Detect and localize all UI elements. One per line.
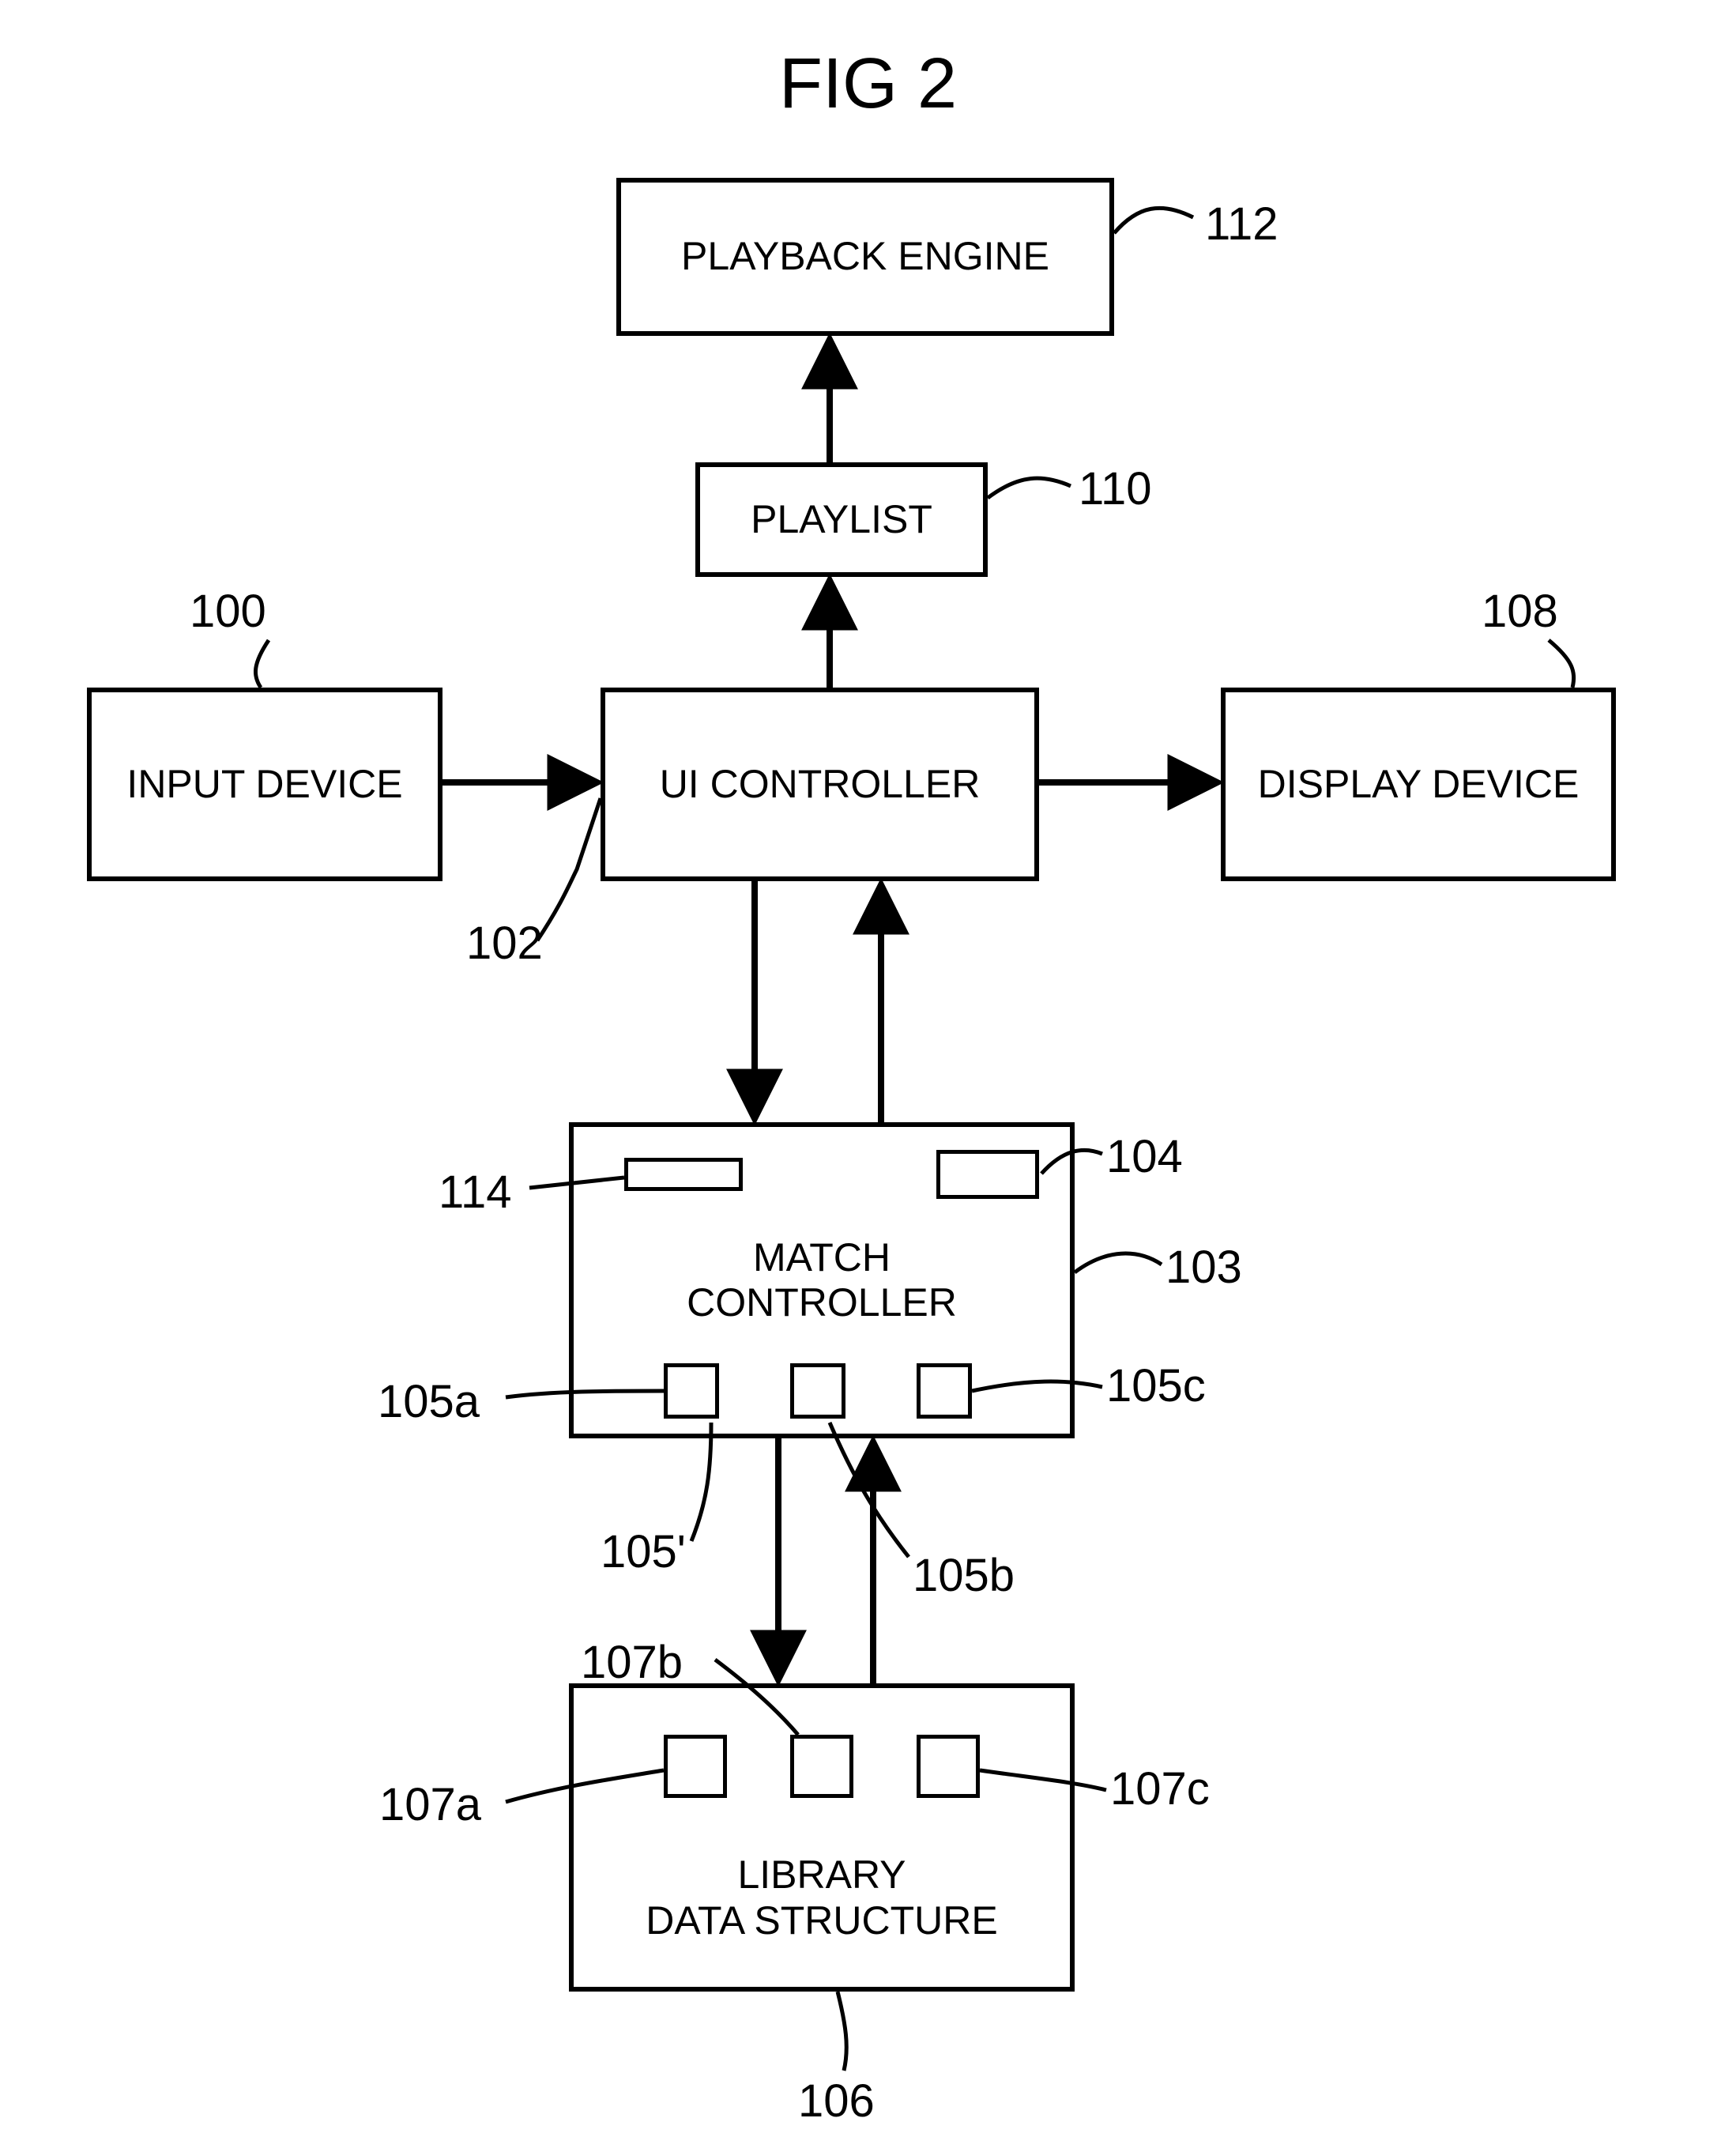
ref-text: 102 [466,918,543,969]
inner-box-105b [790,1363,845,1419]
leader-10 [691,1423,711,1541]
ref-103: 103 [1165,1241,1242,1294]
ref-102: 102 [466,917,543,970]
leader-11 [830,1423,909,1557]
ref-107b: 107b [581,1636,683,1689]
ref-107c: 107c [1110,1762,1210,1815]
ref-text: 107b [581,1637,683,1688]
box-label: LIBRARY DATA STRUCTURE [646,1852,997,1943]
ref-text: 110 [1079,463,1151,514]
leader-7 [1075,1253,1162,1272]
ref-107a: 107a [379,1778,481,1831]
box-playlist: PLAYLIST [695,462,988,577]
leader-2 [255,640,269,688]
inner-box-114 [624,1158,743,1191]
leader-0 [1114,208,1193,233]
ref-105b: 105b [913,1549,1015,1602]
ref-100: 100 [190,585,266,638]
box-label: PLAYBACK ENGINE [681,234,1049,280]
box-label: PLAYLIST [751,497,932,543]
figure-title-text: FIG 2 [779,44,957,123]
figure-title: FIG 2 [0,43,1736,125]
box-ui-controller: UI CONTROLLER [601,688,1039,881]
ref-105c: 105c [1106,1359,1206,1412]
inner-box-107b [790,1735,853,1798]
ref-text: 107c [1110,1763,1210,1815]
leader-4 [537,798,601,940]
box-playback-engine: PLAYBACK ENGINE [616,178,1114,336]
ref-text: 106 [798,2075,875,2127]
box-label: INPUT DEVICE [126,762,402,808]
ref-text: 100 [190,586,266,637]
ref-105a: 105a [378,1375,480,1428]
inner-box-105a [664,1363,719,1419]
ref-text: 105' [601,1526,686,1577]
box-library: LIBRARY DATA STRUCTURE [569,1683,1075,1992]
ref-text: 104 [1106,1131,1183,1182]
box-display-device: DISPLAY DEVICE [1221,688,1616,881]
diagram-canvas: FIG 2 PLAYBACK ENGINE PLAYLIST INPUT DEV… [0,0,1736,2152]
ref-text: 107a [379,1779,481,1830]
inner-box-104 [936,1150,1039,1199]
ref-105prime: 105' [601,1525,686,1578]
ref-104: 104 [1106,1130,1183,1183]
ref-text: 105c [1106,1360,1206,1411]
ref-text: 105b [913,1550,1015,1601]
ref-text: 108 [1482,586,1558,637]
ref-108: 108 [1482,585,1558,638]
ref-110: 110 [1079,462,1151,515]
ref-112: 112 [1205,198,1278,251]
leader-3 [1549,640,1574,688]
leader-15 [838,1992,846,2071]
ref-text: 105a [378,1376,480,1427]
inner-box-107a [664,1735,727,1798]
ref-text: 114 [439,1166,511,1218]
leader-1 [988,478,1071,498]
box-label: MATCH CONTROLLER [687,1235,957,1326]
box-input-device: INPUT DEVICE [87,688,442,881]
ref-text: 112 [1205,198,1278,250]
box-label: UI CONTROLLER [660,762,981,808]
inner-box-105c [917,1363,972,1419]
ref-114: 114 [439,1166,511,1219]
box-label: DISPLAY DEVICE [1258,762,1580,808]
ref-text: 103 [1165,1242,1242,1293]
inner-box-107c [917,1735,980,1798]
ref-106: 106 [798,2075,875,2128]
